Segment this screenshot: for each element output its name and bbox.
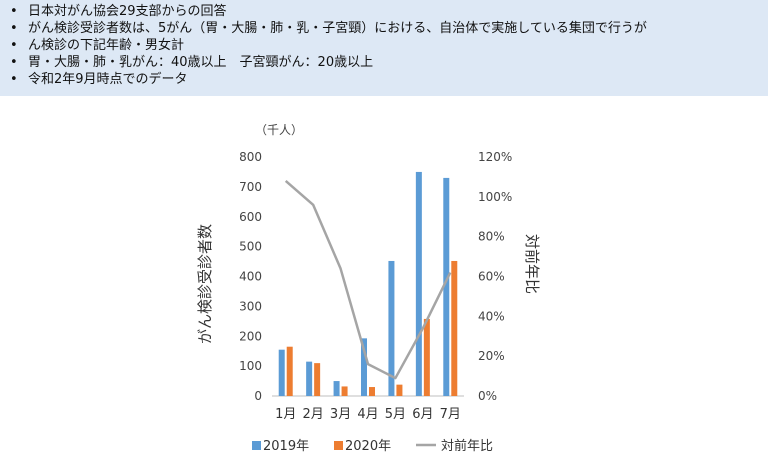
- note-item-continuation: ん検診の下記年齢・男女計: [8, 37, 768, 54]
- y2-tick-label: 60%: [478, 270, 505, 284]
- bar-2019年: [415, 171, 422, 396]
- x-tick-label: 1月: [275, 407, 296, 422]
- x-tick-label: 6月: [412, 407, 433, 422]
- bar-2019年: [443, 177, 450, 396]
- bar-2020年: [396, 384, 403, 396]
- x-tick-label: 2月: [303, 407, 324, 422]
- y-tick-label: 600: [239, 210, 262, 224]
- legend-label: 2019年: [263, 439, 309, 454]
- x-tick-label: 3月: [330, 407, 351, 422]
- unit-label: （千人）: [255, 123, 303, 137]
- bar-2020年: [341, 386, 348, 396]
- bar-2020年: [423, 318, 430, 396]
- y-tick-label: 0: [254, 389, 262, 403]
- bar-2019年: [278, 349, 285, 396]
- y2-axis-label: 対前年比: [523, 234, 541, 294]
- bar-2020年: [314, 363, 321, 396]
- y-tick-label: 700: [239, 180, 262, 194]
- legend-swatch-2019年: [252, 441, 261, 450]
- x-tick-label: 7月: [440, 407, 461, 422]
- note-item: 胃・大腸・肺・乳がん：40歳以上 子宮頸がん：20歳以上: [8, 54, 768, 71]
- y-tick-label: 200: [239, 329, 262, 343]
- y2-tick-label: 40%: [478, 309, 505, 323]
- y2-tick-label: 0%: [478, 389, 497, 403]
- legend-label: 2020年: [345, 439, 391, 454]
- chart-area: 0 100 200 300 400 500 600 700 800 0% 20% 40% 60% 80% 1…: [0, 96, 768, 461]
- y-tick-label: 300: [239, 299, 262, 313]
- y2-tick-label: 100%: [478, 190, 512, 204]
- y-tick-label: 100: [239, 359, 262, 373]
- y-tick-label: 500: [239, 240, 262, 254]
- bar-2020年: [369, 387, 375, 396]
- y2-tick-label: 120%: [478, 150, 512, 164]
- note-item: がん検診受診者数は、5がん（胃・大腸・肺・乳・子宮頸）における、自治体で実施して…: [8, 20, 768, 37]
- bar-2019年: [361, 338, 367, 396]
- legend-swatch-2020年: [334, 441, 343, 450]
- note-item: 日本対がん協会29支部からの回答: [8, 3, 768, 20]
- x-tick-label: 5月: [385, 407, 406, 422]
- bar-2020年: [286, 346, 293, 396]
- bar-2019年: [388, 260, 395, 396]
- ratio-line: [284, 179, 452, 380]
- bar-2019年: [333, 381, 340, 396]
- bar-2020年: [451, 260, 458, 396]
- bar-2019年: [306, 361, 313, 396]
- y2-tick-label: 20%: [478, 349, 505, 363]
- note-item: 令和2年9月時点でのデータ: [8, 71, 768, 88]
- notes-panel: 日本対がん協会29支部からの回答 がん検診受診者数は、5がん（胃・大腸・肺・乳・…: [0, 0, 768, 96]
- combo-chart: 0 100 200 300 400 500 600 700 800 0% 20% 40% 60% 80% 1…: [196, 123, 541, 454]
- y-tick-label: 800: [239, 150, 262, 164]
- x-tick-label: 4月: [357, 407, 378, 422]
- legend-label: 対前年比: [441, 438, 493, 454]
- y2-tick-label: 80%: [478, 230, 505, 244]
- y-axis-label: がん検診受診者数: [196, 224, 214, 344]
- y-tick-label: 400: [239, 270, 262, 284]
